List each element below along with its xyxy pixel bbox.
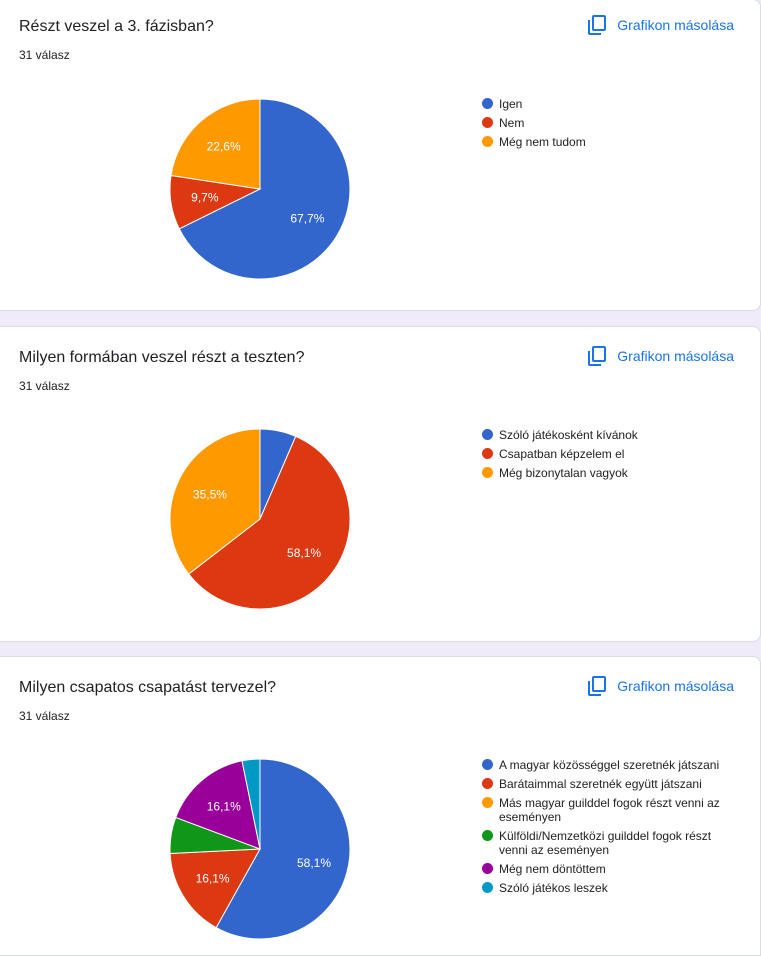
pie-slice-szolo-jatekos-leszek[interactable] bbox=[241, 758, 261, 850]
copy-chart-label: Grafikon másolása bbox=[617, 17, 734, 33]
legend-label: Még nem tudom bbox=[499, 135, 586, 149]
response-count: 31 válasz bbox=[19, 48, 70, 62]
legend-item-szolo-jatekos-leszek[interactable]: Szóló játékos leszek bbox=[482, 881, 722, 895]
legend-label: Még bizonytalan vagyok bbox=[499, 466, 628, 480]
card-title: Milyen csapatos csapatást tervezel? bbox=[19, 679, 277, 696]
chart-card-2: Milyen formában veszel részt a teszten? … bbox=[0, 326, 761, 642]
legend-item-csapatban-kepzelem-el[interactable]: Csapatban képzelem el bbox=[482, 447, 722, 461]
legend-swatch bbox=[482, 778, 493, 789]
response-count: 31 válasz bbox=[19, 709, 70, 723]
legend-item-mas-magyar-guilddel-fogok-reszt-venni-az-esemenyen[interactable]: Más magyar guilddel fogok részt venni az… bbox=[482, 796, 722, 824]
legend-label: Csapatban képzelem el bbox=[499, 447, 625, 461]
copy-chart-button[interactable]: Grafikon másolása bbox=[588, 346, 734, 366]
legend-item-meg-nem-tudom[interactable]: Még nem tudom bbox=[482, 135, 722, 149]
slice-value-label: 67,7% bbox=[290, 211, 324, 225]
legend-item-meg-nem-dontottem[interactable]: Még nem döntöttem bbox=[482, 862, 722, 876]
legend-label: Más magyar guilddel fogok részt venni az… bbox=[499, 796, 720, 824]
pie-chart: 58,1% 16,1% 16,1% bbox=[169, 758, 351, 940]
legend-swatch bbox=[482, 117, 493, 128]
legend-label: Külföldi/Nemzetközi guilddel fogok részt… bbox=[499, 829, 712, 857]
legend-label: Igen bbox=[499, 97, 523, 111]
legend-swatch bbox=[482, 759, 493, 770]
slice-value-label: 58,1% bbox=[287, 546, 321, 560]
legend-label: Nem bbox=[499, 116, 525, 130]
legend-swatch bbox=[482, 98, 493, 109]
copy-chart-button[interactable]: Grafikon másolása bbox=[588, 15, 734, 35]
chart-legend: Igen Nem Még nem tudom bbox=[482, 97, 722, 154]
slice-value-label: 16,1% bbox=[196, 871, 230, 885]
card-title: Részt veszel a 3. fázisban? bbox=[19, 18, 214, 35]
copy-chart-label: Grafikon másolása bbox=[617, 348, 734, 364]
slice-value-label: 16,1% bbox=[207, 800, 241, 814]
slice-value-label: 9,7% bbox=[191, 191, 219, 205]
legend-item-a-magyar-kozosseggel-szeretnek-jatszani[interactable]: A magyar közösséggel szeretnék játszani bbox=[482, 758, 722, 772]
slice-value-label: 58,1% bbox=[297, 856, 331, 870]
slice-value-label: 22,6% bbox=[207, 140, 241, 154]
copy-chart-button[interactable]: Grafikon másolása bbox=[588, 676, 734, 696]
chart-card-1: Részt veszel a 3. fázisban? 31 válasz Gr… bbox=[0, 0, 761, 311]
pie-slice-meg-nem-dontottem[interactable] bbox=[175, 760, 261, 850]
pie-slice-meg-bizonytalan-vagyok[interactable] bbox=[169, 428, 261, 575]
chart-legend: Szóló játékosként kívánok Csapatban képze… bbox=[482, 428, 722, 485]
pie-slice-igen[interactable] bbox=[178, 98, 351, 280]
pie-slice-csapatban-kepzelem-el[interactable] bbox=[188, 435, 351, 610]
legend-item-meg-bizonytalan-vagyok[interactable]: Még bizonytalan vagyok bbox=[482, 466, 722, 480]
legend-label: Még nem döntöttem bbox=[499, 862, 606, 876]
legend-item-barataimmal-szeretnek-egyutt-jatszani[interactable]: Barátaimmal szeretnék együtt játszani bbox=[482, 777, 722, 791]
pie-slice-a-magyar-kozosseggel-szeretnek-jatszani[interactable] bbox=[215, 758, 351, 940]
copy-icon bbox=[588, 346, 607, 366]
chart-card-3: Milyen csapatos csapatást tervezel? 31 v… bbox=[0, 656, 761, 956]
legend-swatch bbox=[482, 863, 493, 874]
legend-item-nem[interactable]: Nem bbox=[482, 116, 722, 130]
pie-chart: 67,7% 9,7% 22,6% bbox=[169, 98, 351, 280]
legend-item-szolo-jatekoskent-kivanok[interactable]: Szóló játékosként kívánok bbox=[482, 428, 722, 442]
legend-swatch bbox=[482, 797, 493, 808]
legend-swatch bbox=[482, 448, 493, 459]
copy-icon bbox=[588, 676, 607, 696]
legend-item-kulfoldi-nemzetkozi-guilddel-fogok-reszt-venni-az-esemenyen[interactable]: Külföldi/Nemzetközi guilddel fogok részt… bbox=[482, 829, 722, 857]
pie-chart: 58,1% 35,5% bbox=[169, 428, 351, 610]
legend-swatch bbox=[482, 429, 493, 440]
legend-label: A magyar közösséggel szeretnék játszani bbox=[499, 758, 720, 772]
chart-legend: A magyar közösséggel szeretnék játszani B… bbox=[482, 758, 722, 900]
legend-swatch bbox=[482, 136, 493, 147]
copy-chart-label: Grafikon másolása bbox=[617, 678, 734, 694]
pie-slice-meg-nem-tudom[interactable] bbox=[170, 98, 261, 190]
slice-value-label: 35,5% bbox=[193, 487, 227, 501]
copy-icon bbox=[588, 15, 607, 35]
legend-label: Barátaimmal szeretnék együtt játszani bbox=[499, 777, 702, 791]
legend-swatch bbox=[482, 830, 493, 841]
card-title: Milyen formában veszel részt a teszten? bbox=[19, 349, 305, 366]
response-count: 31 válasz bbox=[19, 379, 70, 393]
legend-swatch bbox=[482, 467, 493, 478]
legend-label: Szóló játékos leszek bbox=[499, 881, 608, 895]
legend-swatch bbox=[482, 882, 493, 893]
pie-slice-barataimmal-szeretnek-egyutt-jatszani[interactable] bbox=[169, 848, 261, 929]
legend-label: Szóló játékosként kívánok bbox=[499, 428, 638, 442]
legend-item-igen[interactable]: Igen bbox=[482, 97, 722, 111]
